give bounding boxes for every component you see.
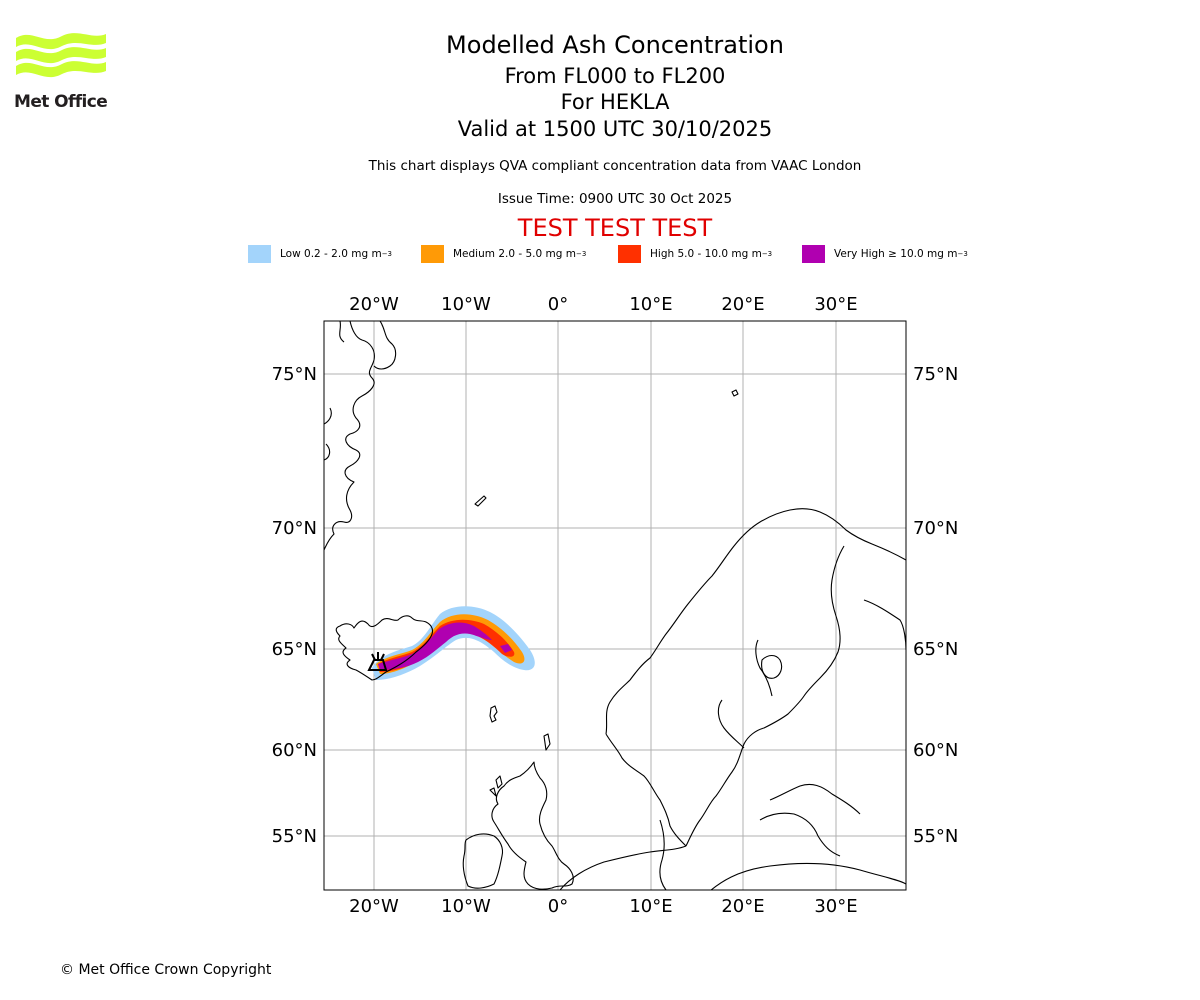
lat-label-75n-right: 75°N: [913, 364, 958, 385]
lon-label-10e-bottom: 10°E: [629, 896, 672, 917]
lat-labels-left: 75°N 70°N 65°N 60°N 55°N: [272, 364, 317, 847]
lat-label-70n-right: 70°N: [913, 518, 958, 539]
lon-label-0-top: 0°: [548, 294, 568, 315]
coastline-bear-island: [731, 389, 739, 397]
lake-finland: [761, 654, 783, 679]
lat-label-55n-left: 55°N: [272, 826, 317, 847]
chart-title: Modelled Ash Concentration: [446, 31, 784, 59]
lon-label-20w-top: 20°W: [349, 294, 399, 315]
legend-medium: Medium 2.0 - 5.0 mg m −3: [421, 244, 586, 264]
lat-label-70n-left: 70°N: [272, 518, 317, 539]
legend-high-label: High 5.0 - 10.0 mg m: [650, 248, 762, 260]
lon-label-10w-top: 10°W: [441, 294, 491, 315]
lat-label-65n-right: 65°N: [913, 639, 958, 660]
ash-plume-very-high: [378, 622, 492, 670]
legend-low-label: Low 0.2 - 2.0 mg m: [280, 248, 382, 260]
ash-plume-very-high-east: [500, 644, 512, 653]
test-banner: TEST TEST TEST: [517, 214, 713, 242]
legend-very-high-label: Very High ≥ 10.0 mg m: [834, 248, 958, 260]
volcano-symbol-icon: [367, 652, 388, 671]
legend-very-high: Very High ≥ 10.0 mg m −3: [802, 244, 968, 264]
lat-label-75n-left: 75°N: [272, 364, 317, 385]
lon-label-30e-bottom: 30°E: [814, 896, 857, 917]
coastline-scandinavia: [559, 508, 906, 890]
lon-label-20w-bottom: 20°W: [349, 896, 399, 917]
coastline-great-britain: [489, 733, 574, 890]
lat-labels-right: 75°N 70°N 65°N 60°N 55°N: [913, 364, 958, 847]
coastline-greenland: [324, 321, 397, 551]
coastline-iceland: [335, 615, 434, 681]
legend-low: Low 0.2 - 2.0 mg m −3: [248, 244, 392, 264]
lon-label-0-bottom: 0°: [548, 896, 568, 917]
legend-low-swatch: [248, 245, 271, 263]
coastline-ireland: [462, 833, 504, 889]
issue-time: Issue Time: 0900 UTC 30 Oct 2025: [497, 191, 733, 207]
coastline-faroe: [489, 705, 498, 723]
legend-very-high-swatch: [802, 245, 825, 263]
lon-label-10e-top: 10°E: [629, 294, 672, 315]
lon-labels-top: 20°W 10°W 0° 10°E 20°E 30°E: [349, 294, 857, 315]
legend-high-swatch: [618, 245, 641, 263]
legend-high: High 5.0 - 10.0 mg m −3: [618, 244, 772, 264]
lat-label-60n-right: 60°N: [913, 740, 958, 761]
legend-medium-label: Medium 2.0 - 5.0 mg m: [453, 248, 576, 260]
map-frame: [323, 320, 907, 891]
lon-labels-bottom: 20°W 10°W 0° 10°E 20°E 30°E: [349, 896, 857, 917]
lon-label-20e-top: 20°E: [721, 294, 764, 315]
met-office-logo-text: Met Office: [14, 92, 108, 112]
lon-label-20e-bottom: 20°E: [721, 896, 764, 917]
graticule: [324, 321, 906, 890]
copyright-notice: © Met Office Crown Copyright: [60, 962, 272, 978]
lon-label-10w-bottom: 10°W: [441, 896, 491, 917]
legend-medium-swatch: [421, 245, 444, 263]
flight-levels: From FL000 to FL200: [504, 64, 726, 88]
lat-label-55n-right: 55°N: [913, 826, 958, 847]
chart-description: This chart displays QVA compliant concen…: [368, 158, 862, 174]
met-office-logo: [16, 33, 106, 78]
lat-label-65n-left: 65°N: [272, 639, 317, 660]
volcano-name: For HEKLA: [560, 90, 670, 114]
coastline-jan-mayen: [474, 495, 487, 507]
valid-time: Valid at 1500 UTC 30/10/2025: [457, 117, 773, 141]
lon-label-30e-top: 30°E: [814, 294, 857, 315]
lat-label-60n-left: 60°N: [272, 740, 317, 761]
